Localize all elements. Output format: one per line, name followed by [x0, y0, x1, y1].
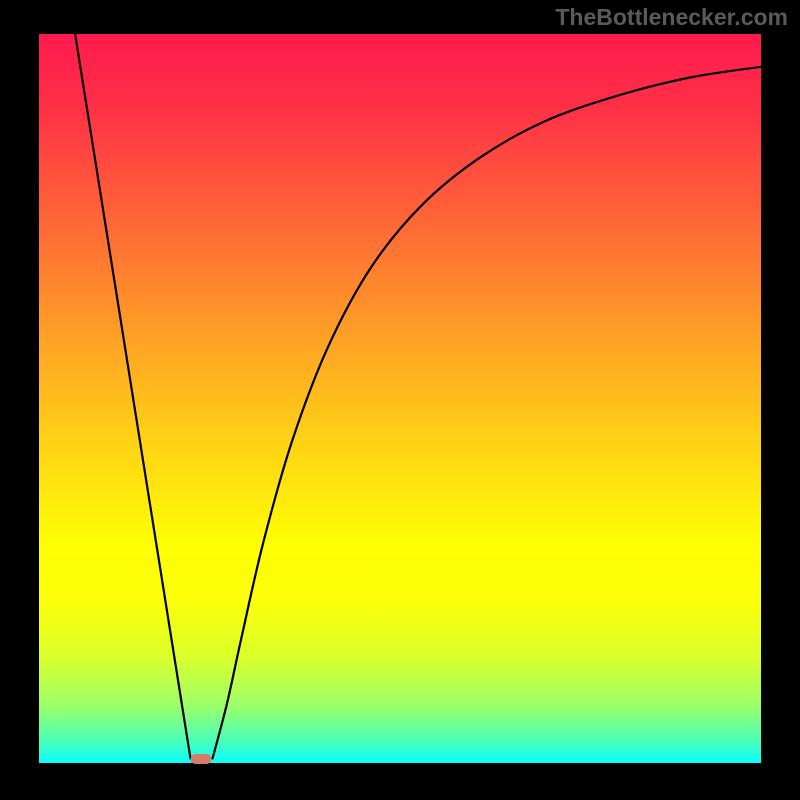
plot-area — [39, 34, 761, 763]
minimum-marker — [191, 754, 212, 764]
chart-container: { "watermark": { "text": "TheBottlenecke… — [0, 0, 800, 800]
curve-path — [75, 34, 761, 759]
chart-curve — [39, 34, 761, 763]
watermark-text: TheBottlenecker.com — [555, 4, 788, 31]
